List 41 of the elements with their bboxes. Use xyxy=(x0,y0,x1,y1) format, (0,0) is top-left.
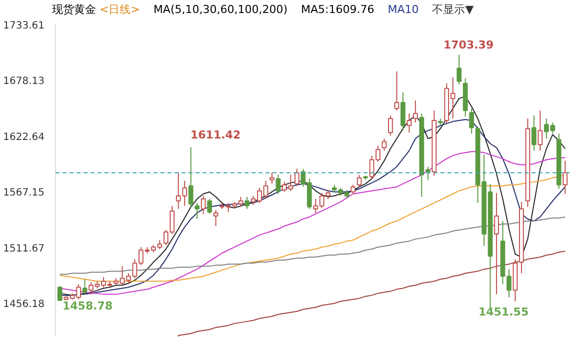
y-tick-label: 1678.13 xyxy=(3,76,45,88)
candlestick xyxy=(294,168,300,186)
annotation: 1703.39 xyxy=(444,38,494,52)
candlestick xyxy=(494,192,499,295)
candlestick xyxy=(412,100,418,124)
y-tick-label: 1511.67 xyxy=(3,243,45,254)
candlestick xyxy=(194,202,200,220)
candlestick xyxy=(382,138,387,152)
candlestick xyxy=(188,146,194,208)
candlestick xyxy=(532,115,536,152)
y-tick-label: 1733.61 xyxy=(3,20,45,32)
annotation: 1451.55 xyxy=(478,306,529,318)
candlestick xyxy=(350,184,356,194)
chart-subtitle: <日线> xyxy=(100,3,140,16)
y-tick-label: 1456.18 xyxy=(3,299,45,310)
text: 不显示▼ xyxy=(432,3,474,16)
annotation: 1611.42 xyxy=(190,128,241,142)
candlestick xyxy=(207,198,212,214)
candlestick xyxy=(82,278,88,295)
candlestick xyxy=(469,108,474,134)
candlestick xyxy=(200,195,206,214)
y-tick-label: 1567.15 xyxy=(3,188,45,199)
candlestick xyxy=(400,92,406,132)
candlestick xyxy=(562,160,568,194)
y-tick-label: 1622.64 xyxy=(3,132,45,143)
candlestick xyxy=(406,113,412,134)
candlestick xyxy=(270,172,274,184)
candlestick xyxy=(356,174,362,188)
text: MA(5,10,30,60,100,200) xyxy=(153,3,288,16)
candlestick xyxy=(213,209,218,227)
candlestick xyxy=(244,196,250,210)
candlestick xyxy=(456,54,462,85)
candlestick xyxy=(388,115,393,136)
annotation: 1458.78 xyxy=(62,300,113,312)
candlestick xyxy=(394,70,400,111)
chart-title: 现货黄金 xyxy=(52,3,96,16)
candlestick xyxy=(276,174,281,194)
candlestick xyxy=(57,286,62,302)
candlestick xyxy=(538,110,543,152)
text: MA10 xyxy=(388,3,419,16)
text: MA5:1609.76 xyxy=(301,3,374,16)
